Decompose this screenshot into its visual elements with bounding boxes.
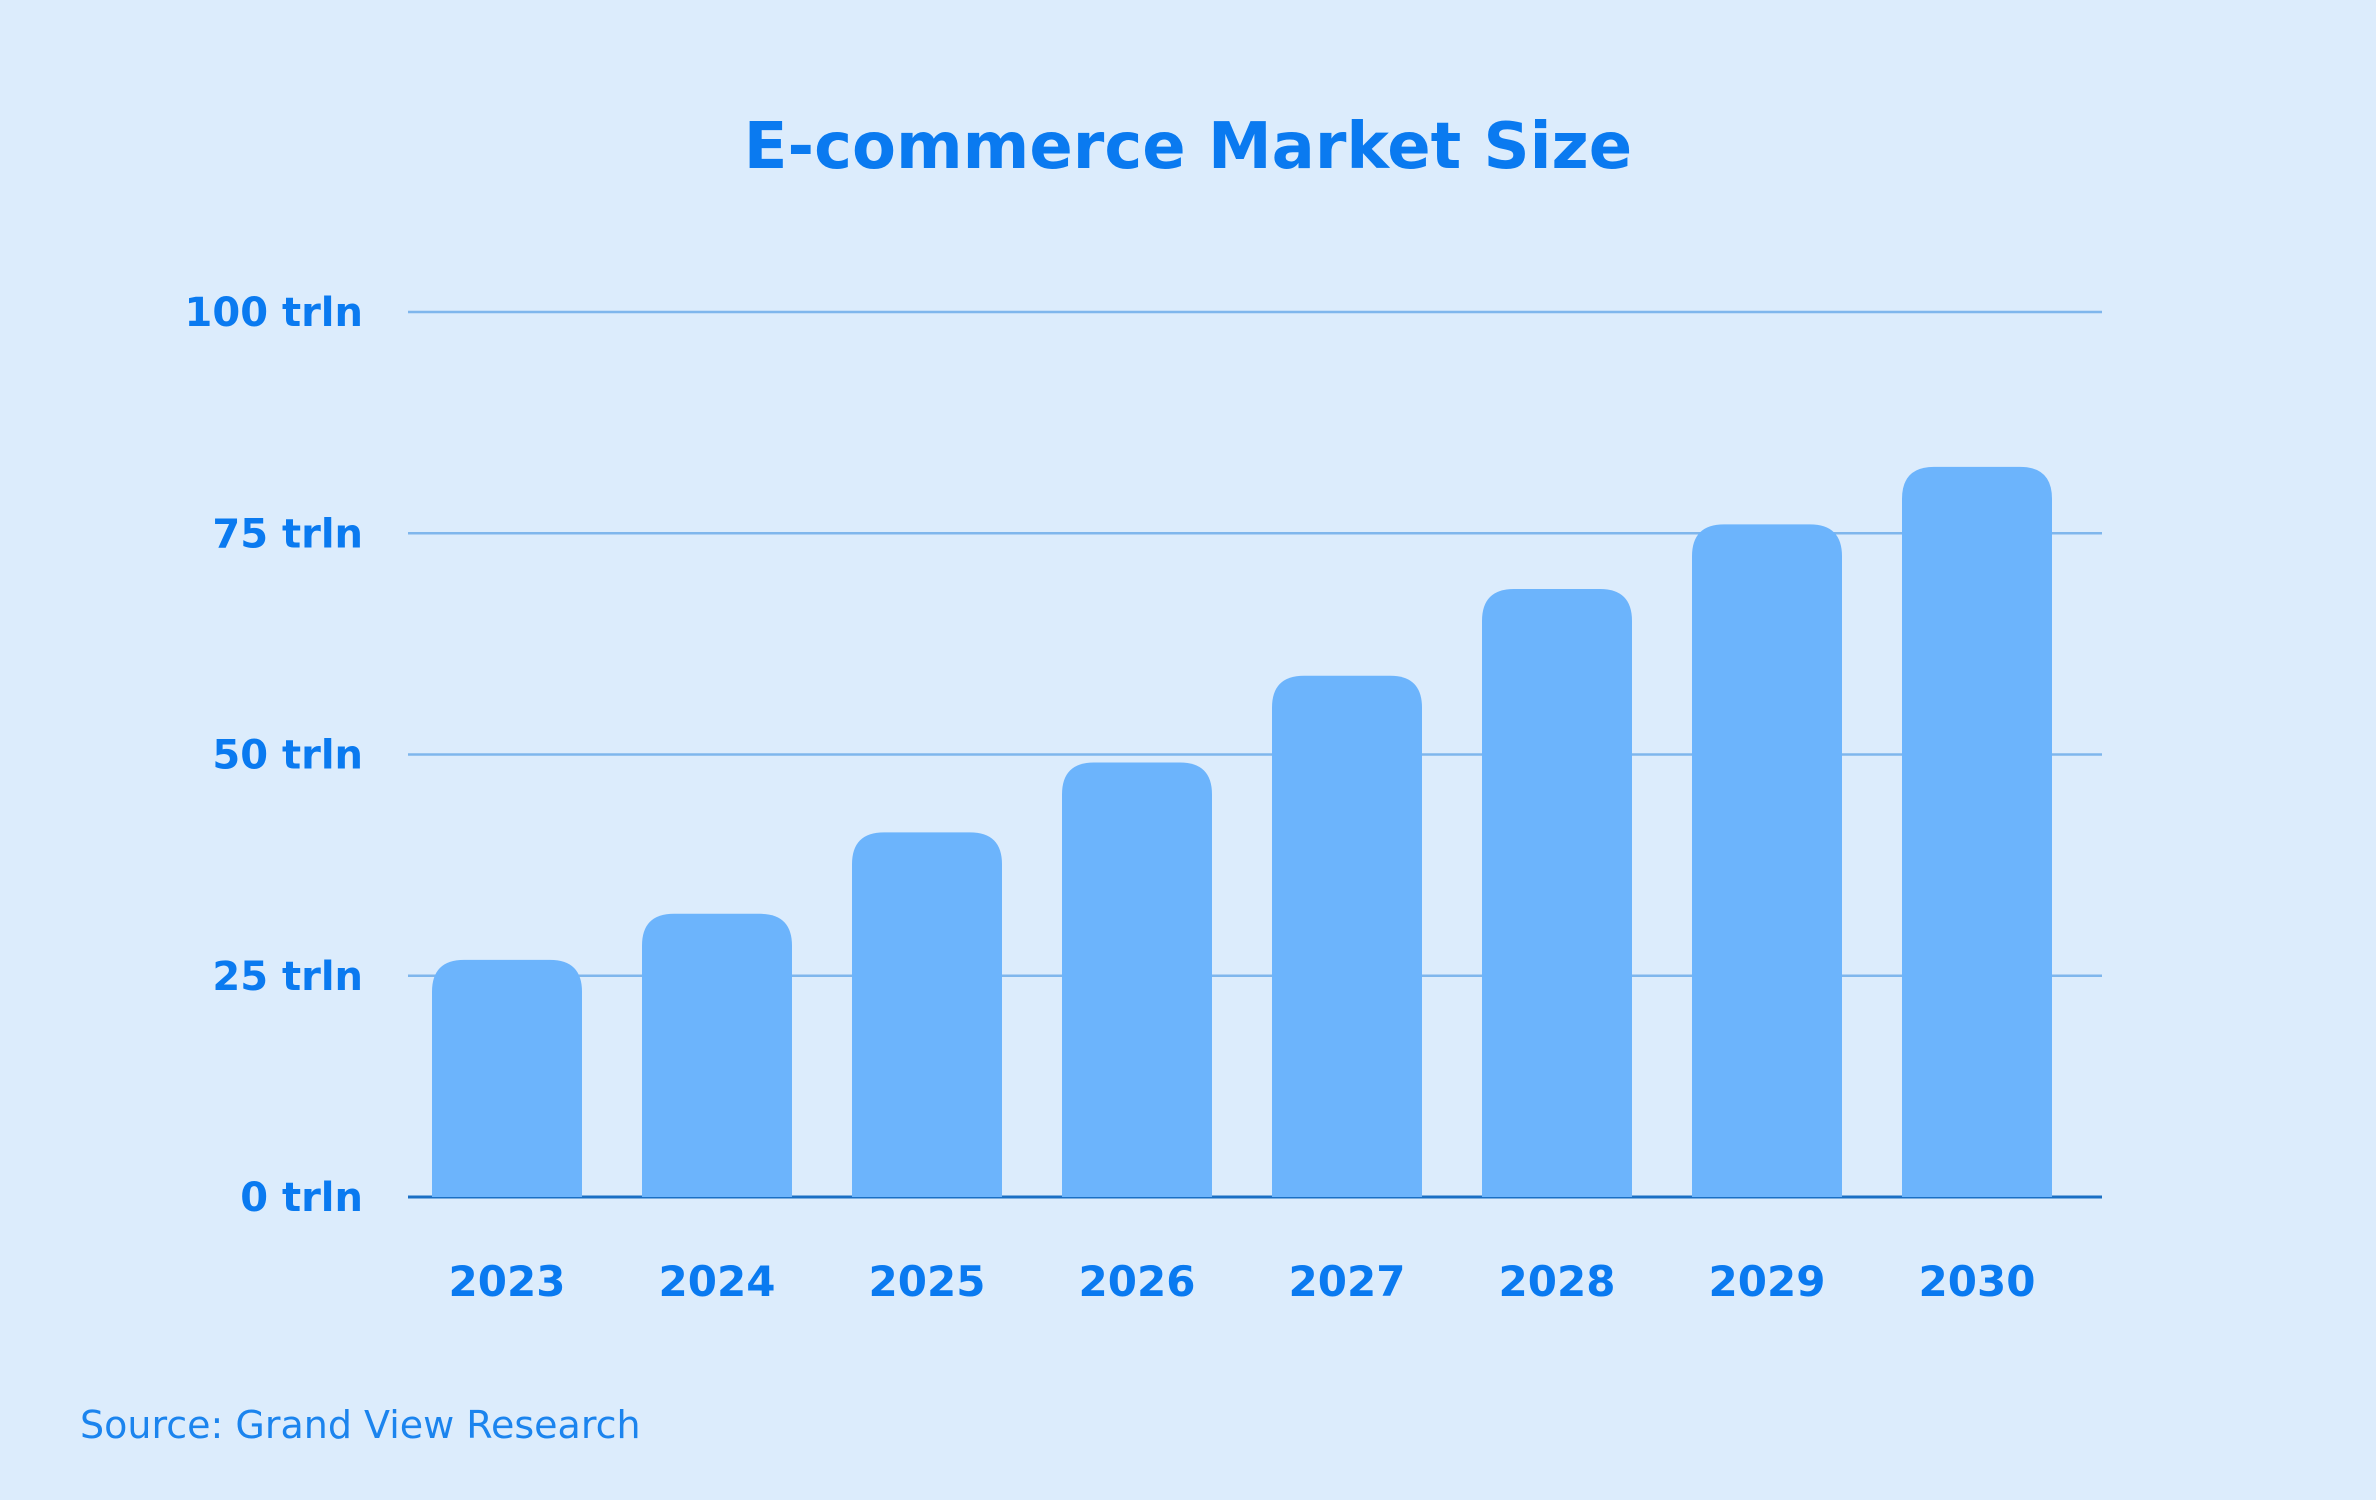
bar-2024 <box>642 913 792 1197</box>
x-tick-label: 2029 <box>1709 1257 1826 1306</box>
bar-2029 <box>1692 524 1842 1197</box>
bar-2030 <box>1902 466 2052 1197</box>
y-tick-label: 25 trln <box>212 954 363 1000</box>
x-tick-label: 2026 <box>1079 1257 1196 1306</box>
y-tick-label: 75 trln <box>212 511 363 557</box>
source-note: Source: Grand View Research <box>80 1403 641 1447</box>
x-tick-label: 2023 <box>449 1257 566 1306</box>
chart-title: E-commerce Market Size <box>744 110 1632 184</box>
x-tick-label: 2024 <box>659 1257 776 1306</box>
x-tick-label: 2027 <box>1289 1257 1406 1306</box>
bar-2028 <box>1482 589 1632 1197</box>
y-tick-label: 0 trln <box>240 1175 363 1221</box>
bar-2023 <box>432 959 582 1197</box>
y-tick-label: 50 trln <box>212 733 363 779</box>
y-axis-tick-labels: 0 trln 25 trln 50 trln 75 trln 100 trln <box>185 290 363 1221</box>
x-tick-label: 2025 <box>869 1257 986 1306</box>
bar-2026 <box>1062 762 1212 1197</box>
x-axis-tick-labels: 2023 2024 2025 2026 2027 2028 2029 2030 <box>449 1257 2036 1306</box>
y-tick-label: 100 trln <box>185 290 363 336</box>
bar-2027 <box>1272 675 1422 1197</box>
x-tick-label: 2028 <box>1499 1257 1616 1306</box>
bar-2025 <box>852 832 1002 1197</box>
bars <box>432 466 2052 1197</box>
x-tick-label: 2030 <box>1919 1257 2036 1306</box>
